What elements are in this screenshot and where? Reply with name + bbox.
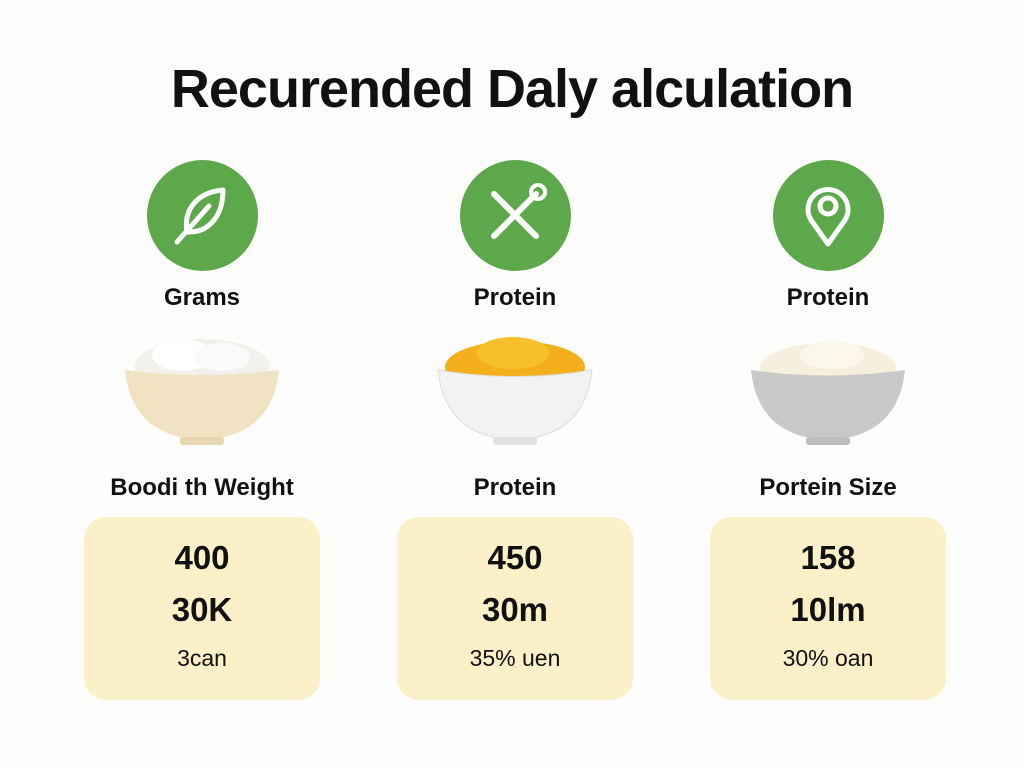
rice-bowl-image bbox=[125, 339, 279, 445]
value-secondary: 30m bbox=[481, 591, 549, 628]
cream-food-bowl-image bbox=[751, 341, 905, 445]
location-pin-icon bbox=[773, 160, 884, 271]
value-primary: 450 bbox=[487, 539, 543, 576]
value-primary: 400 bbox=[174, 539, 230, 576]
value-primary: 158 bbox=[800, 539, 856, 576]
value-secondary: 30K bbox=[171, 591, 233, 628]
column-sublabel: Protein bbox=[473, 474, 557, 501]
column-label: Protein bbox=[473, 284, 557, 311]
page-title: Recurended Daly alculation bbox=[170, 59, 854, 119]
value-note: 35% uen bbox=[469, 645, 561, 671]
column-sublabel: Boodi th Weight bbox=[110, 474, 294, 501]
column-label: Protein bbox=[786, 284, 870, 311]
orange-food-bowl-image bbox=[437, 337, 593, 445]
value-card: 400 30K 3can bbox=[84, 517, 320, 700]
value-secondary: 10lm bbox=[790, 591, 866, 628]
value-card: 450 30m 35% uen bbox=[397, 517, 633, 700]
leaf-icon bbox=[147, 160, 258, 271]
value-note: 3can bbox=[177, 645, 227, 671]
value-card: 158 10lm 30% oan bbox=[710, 517, 946, 700]
column-sublabel: Portein Size bbox=[759, 474, 897, 501]
value-note: 30% oan bbox=[782, 645, 874, 671]
utensils-cross-icon bbox=[460, 160, 571, 271]
column-label: Grams bbox=[163, 284, 241, 311]
